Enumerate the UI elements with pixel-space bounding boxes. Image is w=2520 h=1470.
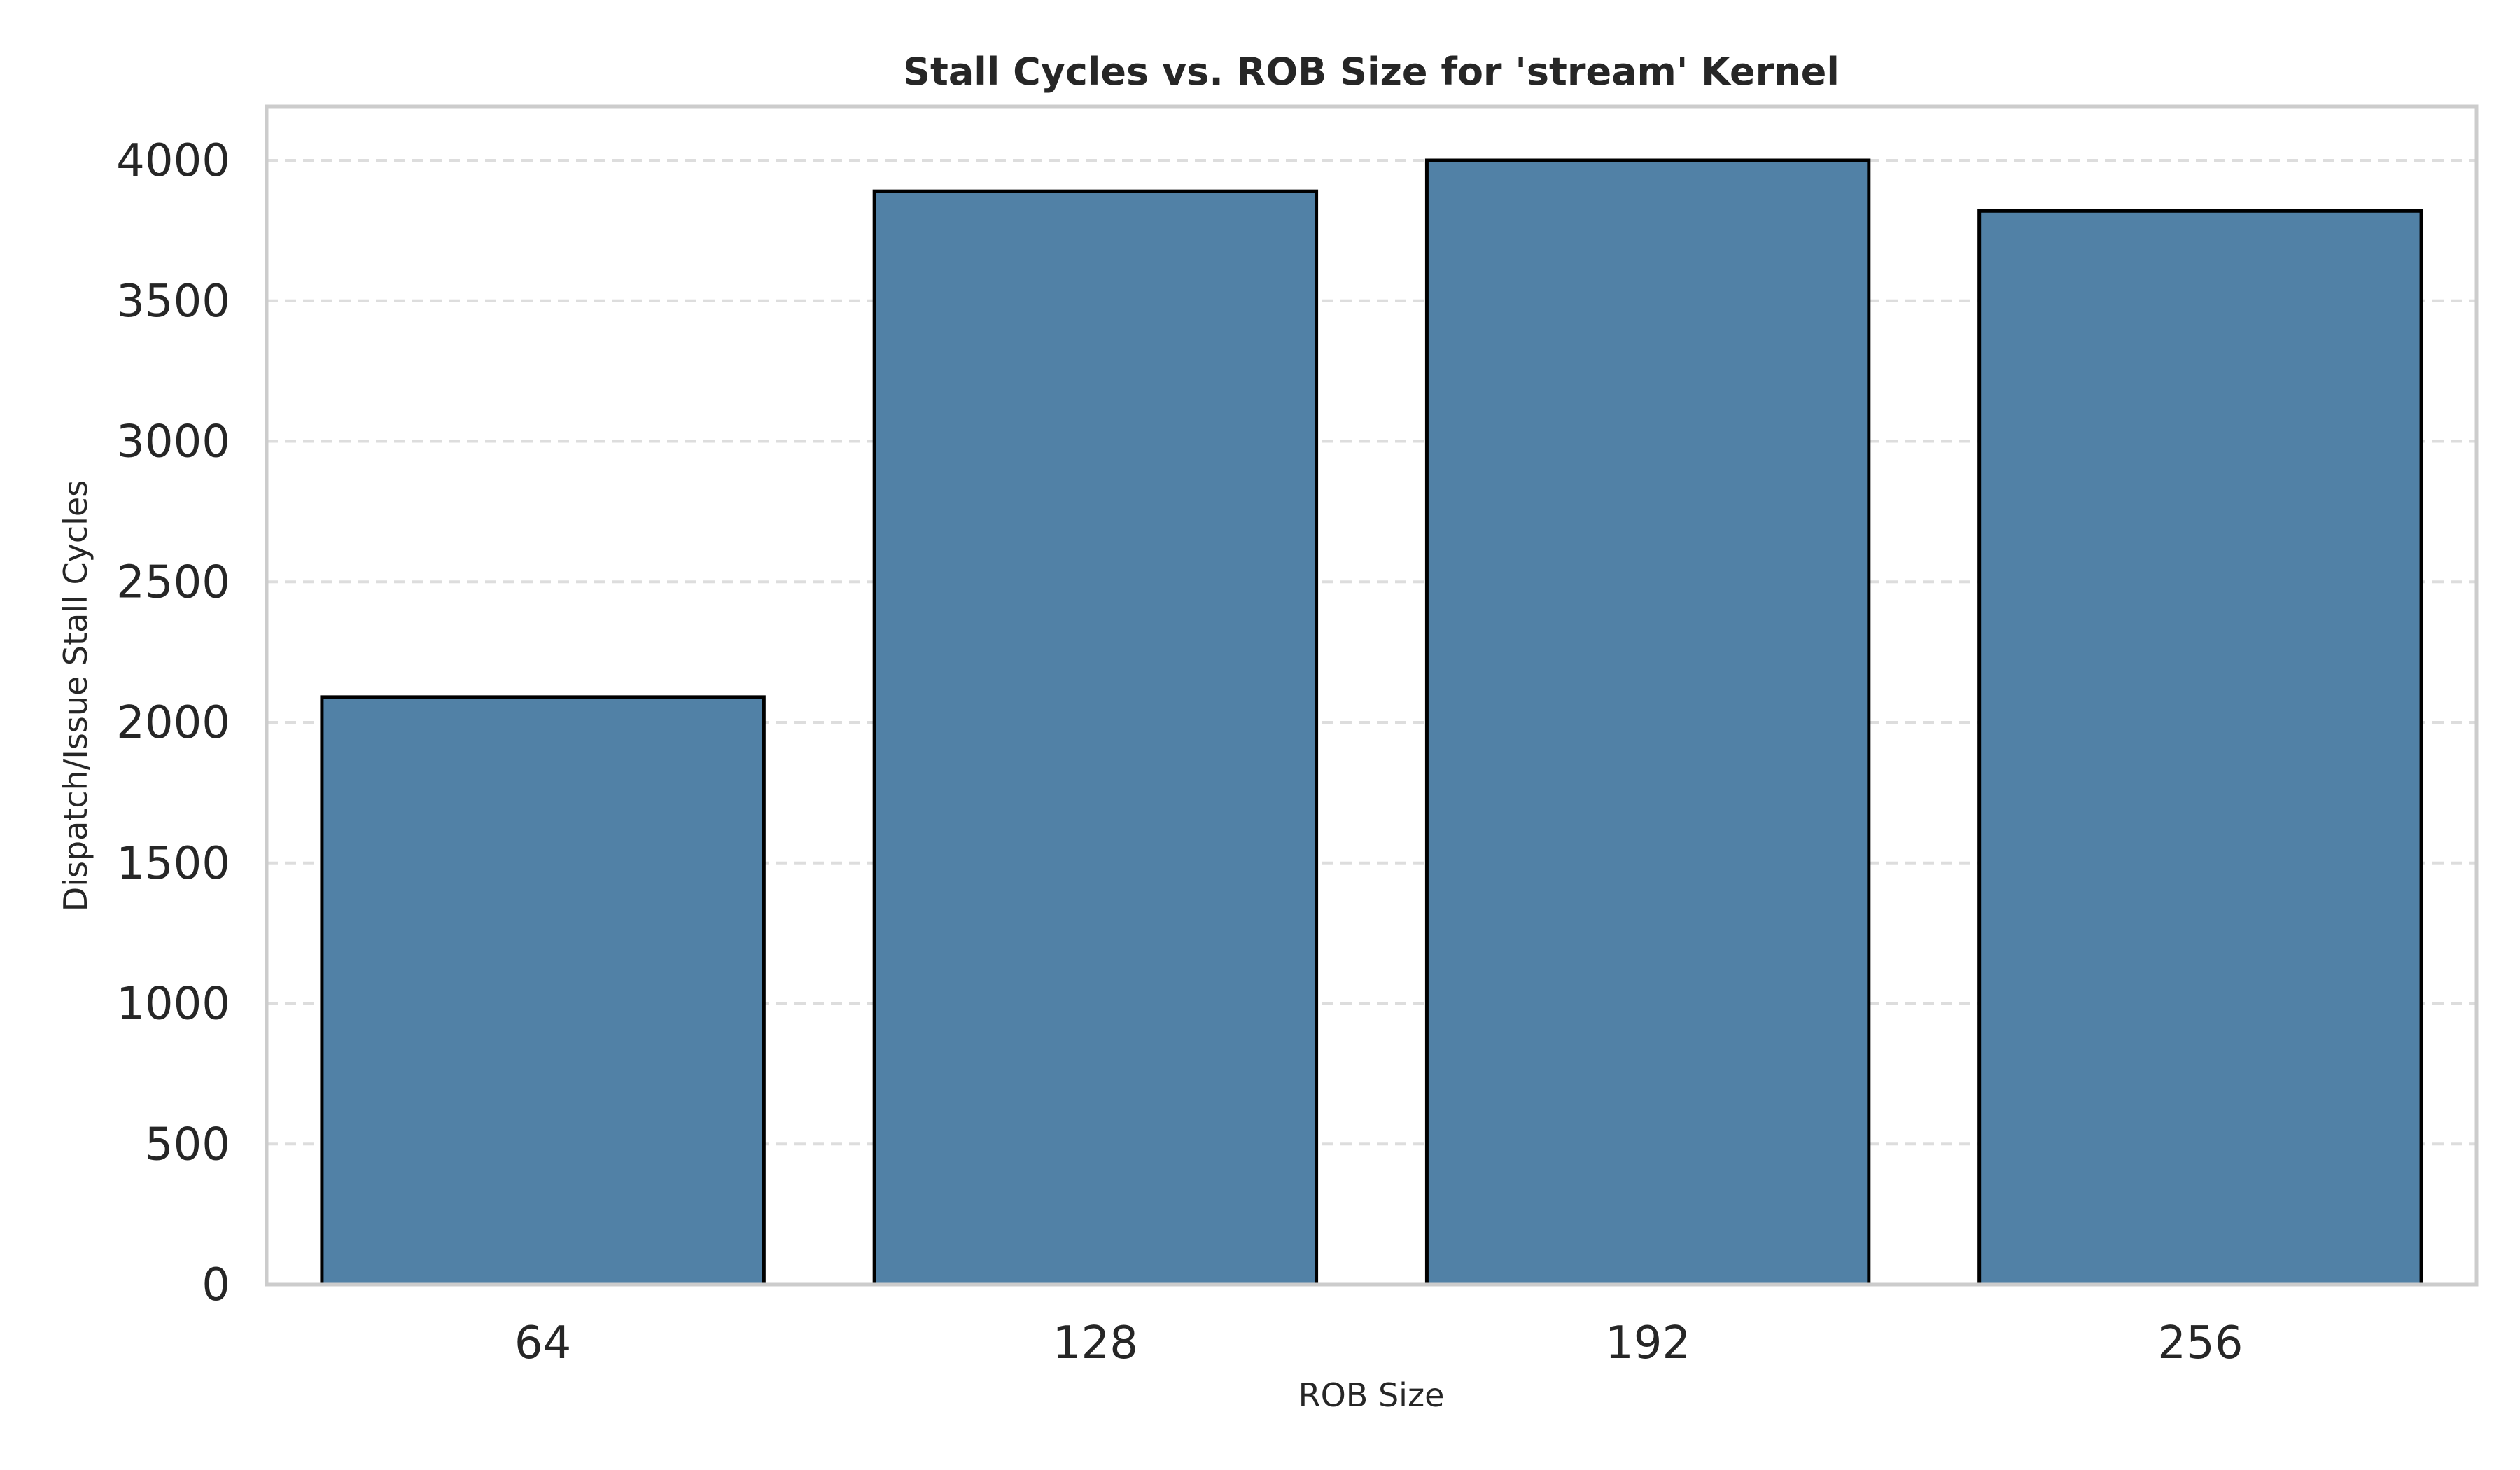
y-tick-label: 2500 xyxy=(116,556,230,608)
y-tick-label: 0 xyxy=(202,1259,230,1311)
y-tick-label: 1500 xyxy=(116,838,230,890)
bar-256 xyxy=(1977,209,2423,1287)
bars xyxy=(320,158,2423,1287)
plot-frame xyxy=(265,104,2479,1287)
bar-192 xyxy=(1424,158,1871,1287)
x-axis-ticks: 64 128 192 256 xyxy=(514,1317,2244,1369)
y-tick-label: 4000 xyxy=(116,135,230,187)
x-tick-label: 128 xyxy=(1053,1317,1138,1369)
x-tick-label: 64 xyxy=(514,1317,571,1369)
y-tick-label: 1000 xyxy=(116,979,230,1030)
bar-64 xyxy=(320,695,766,1287)
y-tick-label: 500 xyxy=(145,1119,230,1170)
y-axis-label: Dispatch/Issue Stall Cycles xyxy=(57,480,94,911)
chart-title: Stall Cycles vs. ROB Size for 'stream' K… xyxy=(903,50,1840,94)
bar-128 xyxy=(872,189,1319,1287)
x-tick-label: 192 xyxy=(1605,1317,1690,1369)
y-tick-label: 3000 xyxy=(116,416,230,468)
y-tick-label: 2000 xyxy=(116,697,230,749)
x-axis-label: ROB Size xyxy=(1298,1376,1445,1414)
y-axis-ticks: 0 500 1000 1500 2000 2500 3000 3500 4000 xyxy=(116,135,230,1311)
y-tick-label: 3500 xyxy=(116,276,230,328)
x-tick-label: 256 xyxy=(2157,1317,2243,1369)
